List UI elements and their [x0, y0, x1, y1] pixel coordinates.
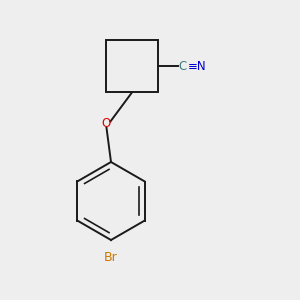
Text: ≡N: ≡N	[188, 59, 207, 73]
Text: Br: Br	[104, 251, 118, 264]
Text: O: O	[102, 117, 111, 130]
Text: C: C	[179, 59, 187, 73]
